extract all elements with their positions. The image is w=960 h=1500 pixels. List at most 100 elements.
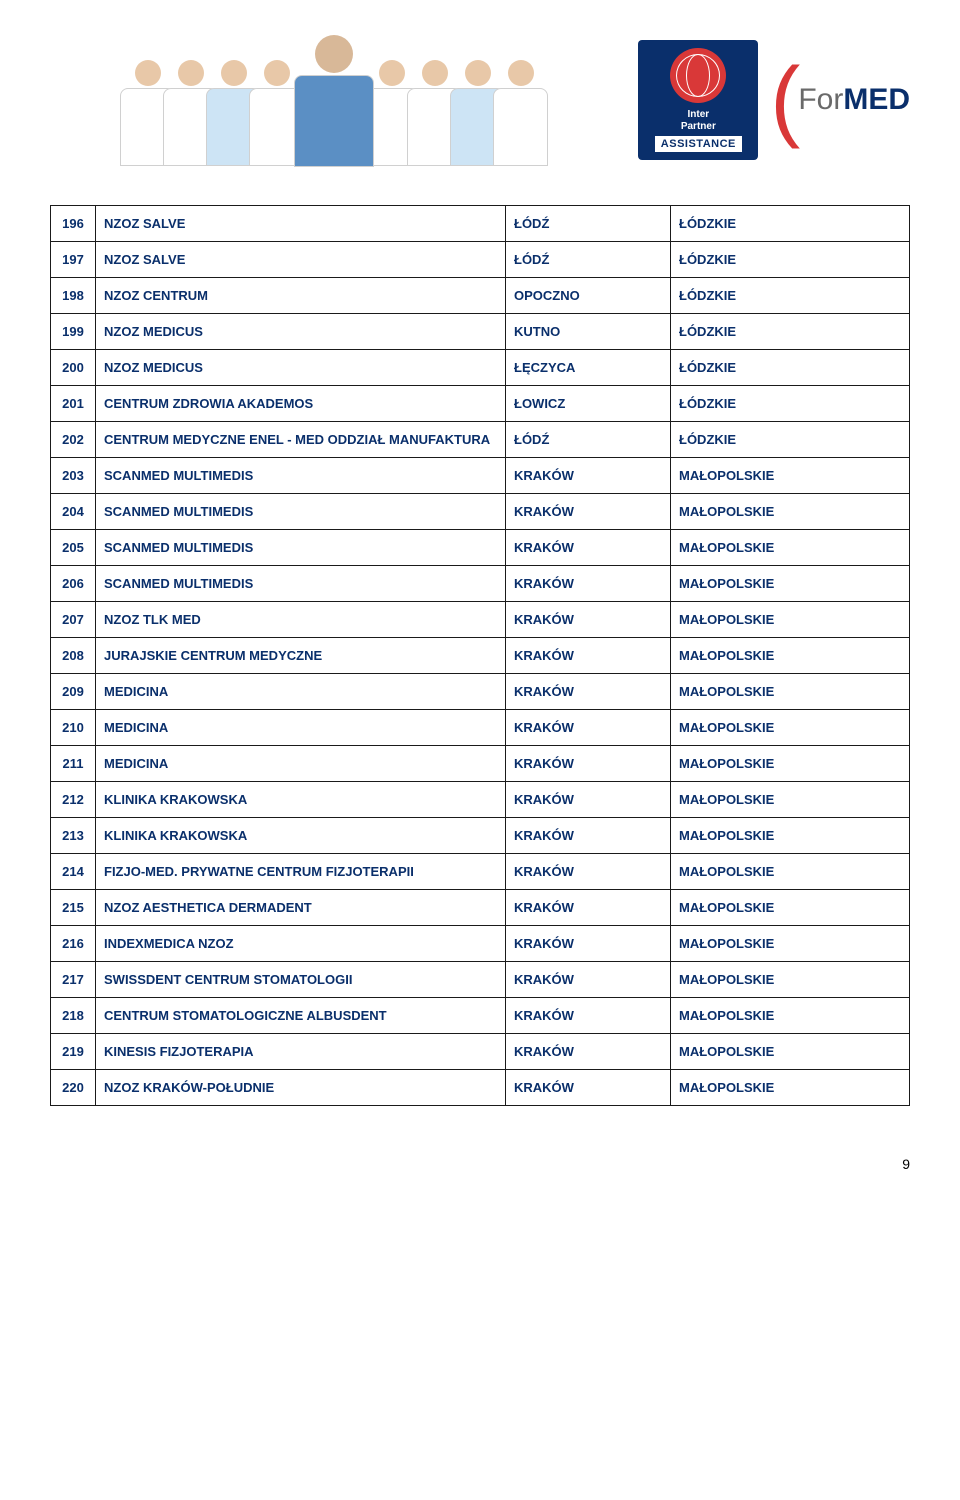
table-row: 207NZOZ TLK MEDKRAKÓWMAŁOPOLSKIE <box>51 602 910 638</box>
doctors-illustration <box>50 30 618 170</box>
table-row: 212KLINIKA KRAKOWSKAKRAKÓWMAŁOPOLSKIE <box>51 782 910 818</box>
row-number: 209 <box>51 674 96 710</box>
row-number: 217 <box>51 962 96 998</box>
paren-icon: ( <box>770 78 800 123</box>
facility-name: KLINIKA KRAKOWSKA <box>96 818 506 854</box>
region: MAŁOPOLSKIE <box>671 962 910 998</box>
facility-name: KINESIS FIZJOTERAPIA <box>96 1034 506 1070</box>
city: KRAKÓW <box>506 746 671 782</box>
facility-name: MEDICINA <box>96 674 506 710</box>
row-number: 203 <box>51 458 96 494</box>
city: ŁĘCZYCA <box>506 350 671 386</box>
table-row: 214FIZJO-MED. PRYWATNE CENTRUM FIZJOTERA… <box>51 854 910 890</box>
facility-name: NZOZ MEDICUS <box>96 314 506 350</box>
table-row: 216INDEXMEDICA NZOZKRAKÓWMAŁOPOLSKIE <box>51 926 910 962</box>
table-row: 220NZOZ KRAKÓW-POŁUDNIEKRAKÓWMAŁOPOLSKIE <box>51 1070 910 1106</box>
table-row: 209MEDICINAKRAKÓWMAŁOPOLSKIE <box>51 674 910 710</box>
region: MAŁOPOLSKIE <box>671 818 910 854</box>
table-row: 199NZOZ MEDICUSKUTNOŁÓDZKIE <box>51 314 910 350</box>
table-row: 204SCANMED MULTIMEDISKRAKÓWMAŁOPOLSKIE <box>51 494 910 530</box>
region: MAŁOPOLSKIE <box>671 602 910 638</box>
facility-name: NZOZ KRAKÓW-POŁUDNIE <box>96 1070 506 1106</box>
row-number: 213 <box>51 818 96 854</box>
formed-for: For <box>798 83 843 117</box>
city: KRAKÓW <box>506 1070 671 1106</box>
table-row: 203SCANMED MULTIMEDISKRAKÓWMAŁOPOLSKIE <box>51 458 910 494</box>
row-number: 201 <box>51 386 96 422</box>
table-row: 208JURAJSKIE CENTRUM MEDYCZNEKRAKÓWMAŁOP… <box>51 638 910 674</box>
facility-name: NZOZ TLK MED <box>96 602 506 638</box>
row-number: 216 <box>51 926 96 962</box>
facility-name: NZOZ SALVE <box>96 206 506 242</box>
region: MAŁOPOLSKIE <box>671 1070 910 1106</box>
city: ŁÓDŹ <box>506 206 671 242</box>
facility-name: NZOZ CENTRUM <box>96 278 506 314</box>
facility-name: MEDICINA <box>96 746 506 782</box>
region: MAŁOPOLSKIE <box>671 746 910 782</box>
doctor-figure <box>493 60 548 170</box>
row-number: 218 <box>51 998 96 1034</box>
inter-partner-assistance-logo: Inter Partner ASSISTANCE <box>638 40 758 160</box>
facility-name: INDEXMEDICA NZOZ <box>96 926 506 962</box>
region: MAŁOPOLSKIE <box>671 854 910 890</box>
page-number: 9 <box>50 1156 910 1172</box>
city: KRAKÓW <box>506 998 671 1034</box>
region: MAŁOPOLSKIE <box>671 530 910 566</box>
row-number: 196 <box>51 206 96 242</box>
table-row: 196NZOZ SALVEŁÓDŹŁÓDZKIE <box>51 206 910 242</box>
row-number: 202 <box>51 422 96 458</box>
row-number: 197 <box>51 242 96 278</box>
region: ŁÓDZKIE <box>671 314 910 350</box>
table-row: 210MEDICINAKRAKÓWMAŁOPOLSKIE <box>51 710 910 746</box>
row-number: 215 <box>51 890 96 926</box>
header-banner: Inter Partner ASSISTANCE ( ForMED <box>50 30 910 170</box>
facility-name: MEDICINA <box>96 710 506 746</box>
formed-logo: ( ForMED <box>770 78 910 123</box>
facility-name: NZOZ SALVE <box>96 242 506 278</box>
facilities-table: 196NZOZ SALVEŁÓDŹŁÓDZKIE197NZOZ SALVEŁÓD… <box>50 205 910 1106</box>
facility-name: KLINIKA KRAKOWSKA <box>96 782 506 818</box>
city: KRAKÓW <box>506 926 671 962</box>
facility-name: CENTRUM STOMATOLOGICZNE ALBUSDENT <box>96 998 506 1034</box>
region: MAŁOPOLSKIE <box>671 566 910 602</box>
formed-med: MED <box>843 83 910 117</box>
row-number: 220 <box>51 1070 96 1106</box>
row-number: 206 <box>51 566 96 602</box>
city: KRAKÓW <box>506 962 671 998</box>
region: MAŁOPOLSKIE <box>671 998 910 1034</box>
city: KRAKÓW <box>506 674 671 710</box>
facility-name: JURAJSKIE CENTRUM MEDYCZNE <box>96 638 506 674</box>
table-row: 205SCANMED MULTIMEDISKRAKÓWMAŁOPOLSKIE <box>51 530 910 566</box>
city: ŁÓDŹ <box>506 422 671 458</box>
row-number: 199 <box>51 314 96 350</box>
doctor-figure <box>294 35 374 170</box>
ipa-line2: Partner <box>681 121 716 132</box>
city: KRAKÓW <box>506 782 671 818</box>
table-row: 218CENTRUM STOMATOLOGICZNE ALBUSDENTKRAK… <box>51 998 910 1034</box>
city: KRAKÓW <box>506 458 671 494</box>
region: MAŁOPOLSKIE <box>671 890 910 926</box>
facility-name: SWISSDENT CENTRUM STOMATOLOGII <box>96 962 506 998</box>
city: KRAKÓW <box>506 566 671 602</box>
region: ŁÓDZKIE <box>671 278 910 314</box>
table-row: 202CENTRUM MEDYCZNE ENEL - MED ODDZIAŁ M… <box>51 422 910 458</box>
city: KRAKÓW <box>506 530 671 566</box>
table-row: 197NZOZ SALVEŁÓDŹŁÓDZKIE <box>51 242 910 278</box>
row-number: 210 <box>51 710 96 746</box>
row-number: 208 <box>51 638 96 674</box>
region: ŁÓDZKIE <box>671 386 910 422</box>
region: MAŁOPOLSKIE <box>671 494 910 530</box>
ipa-line1: Inter <box>688 109 710 120</box>
table-row: 198NZOZ CENTRUMOPOCZNOŁÓDZKIE <box>51 278 910 314</box>
city: KRAKÓW <box>506 638 671 674</box>
facility-name: SCANMED MULTIMEDIS <box>96 494 506 530</box>
city: KRAKÓW <box>506 854 671 890</box>
facility-name: CENTRUM ZDROWIA AKADEMOS <box>96 386 506 422</box>
facility-name: NZOZ MEDICUS <box>96 350 506 386</box>
facility-name: NZOZ AESTHETICA DERMADENT <box>96 890 506 926</box>
city: ŁOWICZ <box>506 386 671 422</box>
city: KRAKÓW <box>506 494 671 530</box>
region: MAŁOPOLSKIE <box>671 710 910 746</box>
city: KRAKÓW <box>506 890 671 926</box>
city: KRAKÓW <box>506 1034 671 1070</box>
